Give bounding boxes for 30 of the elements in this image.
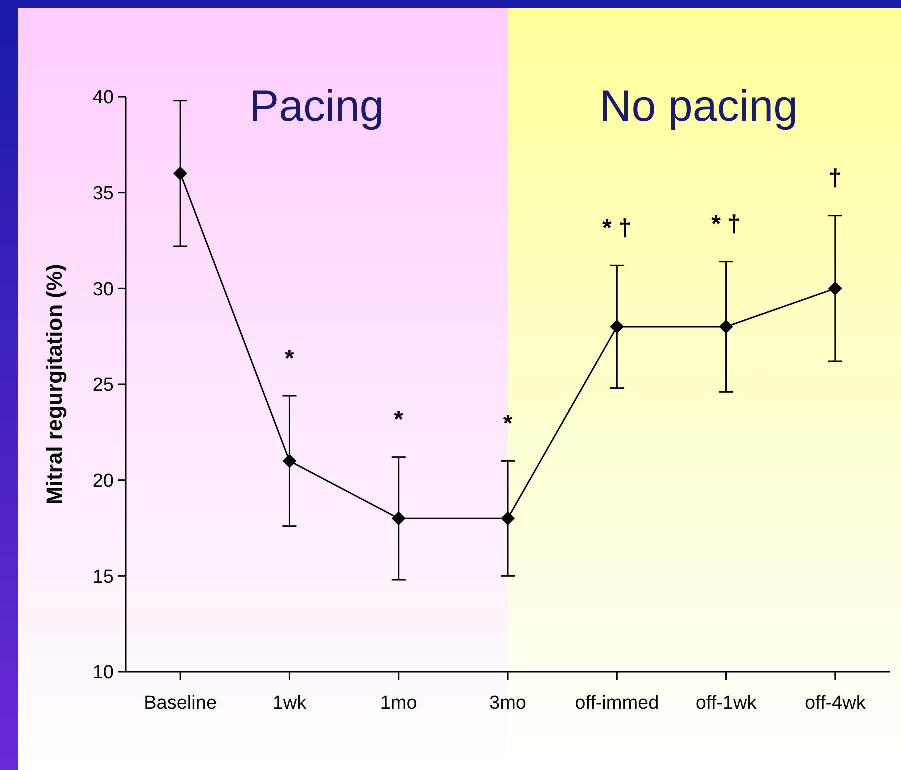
y-tick-label: 25 bbox=[92, 375, 114, 396]
point bbox=[828, 282, 842, 296]
y-tick-label: 35 bbox=[92, 183, 114, 204]
x-tick-label: off-1wk bbox=[696, 693, 758, 714]
y-tick-label: 10 bbox=[92, 662, 114, 684]
x-tick-label: Baseline bbox=[144, 693, 218, 714]
y-tick-label: 30 bbox=[92, 279, 114, 300]
annotation: † bbox=[828, 165, 842, 192]
x-tick-label: 1mo bbox=[380, 693, 418, 714]
point bbox=[282, 454, 297, 468]
y-tick-label: 40 bbox=[92, 88, 114, 109]
annotation: * bbox=[503, 410, 514, 438]
x-tick-label: 3mo bbox=[490, 693, 526, 714]
point bbox=[610, 320, 624, 334]
annotation: * bbox=[394, 406, 404, 434]
annotation: * bbox=[285, 345, 296, 372]
y-axis-title: Mitral regurgitation (%) bbox=[42, 264, 67, 505]
x-tick-label: 1wk bbox=[272, 693, 308, 714]
point bbox=[174, 166, 188, 181]
annotation: * † bbox=[712, 211, 741, 238]
x-tick-label: off-immed bbox=[575, 693, 660, 714]
point bbox=[719, 320, 734, 334]
band-label: Pacing bbox=[250, 82, 384, 131]
y-tick-label: 15 bbox=[92, 566, 114, 588]
band-label: No pacing bbox=[600, 82, 798, 131]
point bbox=[392, 512, 406, 526]
y-tick-label: 20 bbox=[92, 470, 114, 492]
annotation: * † bbox=[602, 215, 632, 242]
x-tick-label: off-4wk bbox=[804, 693, 866, 714]
point bbox=[501, 512, 515, 526]
